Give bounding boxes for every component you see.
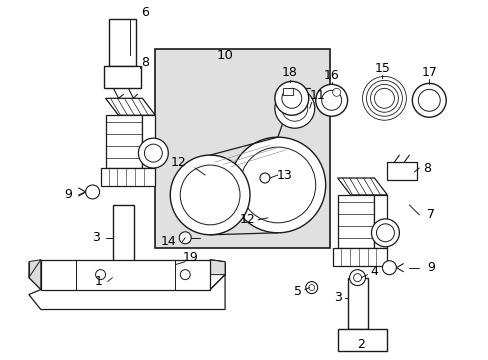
Polygon shape [337, 178, 386, 195]
Text: 19: 19 [182, 251, 198, 264]
Circle shape [376, 224, 394, 242]
Polygon shape [374, 195, 386, 248]
Circle shape [353, 274, 361, 282]
Bar [386, 162, 416, 180]
Text: 3: 3 [333, 291, 341, 304]
Polygon shape [337, 195, 374, 248]
Text: 11: 11 [309, 89, 325, 102]
Text: 5: 5 [293, 285, 301, 298]
Circle shape [417, 89, 439, 111]
Circle shape [349, 270, 365, 285]
Text: 9: 9 [64, 188, 73, 202]
Bar [108, 19, 136, 67]
Circle shape [308, 285, 314, 291]
Text: 7: 7 [427, 208, 434, 221]
Text: 10: 10 [216, 49, 233, 62]
Text: 8: 8 [423, 162, 430, 175]
Circle shape [281, 88, 301, 108]
Text: 3: 3 [91, 231, 100, 244]
Circle shape [240, 147, 315, 223]
Circle shape [382, 261, 396, 275]
Text: 13: 13 [276, 168, 292, 181]
Bar [103, 67, 141, 88]
Text: 14: 14 [160, 235, 176, 248]
Text: 1: 1 [95, 275, 102, 288]
Circle shape [170, 155, 249, 235]
Bar [332, 248, 386, 266]
Text: 2: 2 [357, 338, 365, 351]
Polygon shape [29, 260, 41, 289]
Circle shape [411, 84, 446, 117]
Bar [337, 329, 386, 351]
Bar [155, 49, 329, 248]
Circle shape [179, 232, 191, 244]
Polygon shape [142, 115, 155, 168]
Circle shape [371, 219, 399, 247]
Text: 12: 12 [170, 156, 186, 168]
Circle shape [260, 173, 269, 183]
Polygon shape [105, 115, 142, 168]
Text: 12: 12 [240, 213, 255, 226]
Text: 6: 6 [141, 6, 149, 19]
Circle shape [321, 90, 341, 110]
Circle shape [281, 95, 307, 121]
Circle shape [180, 270, 190, 280]
Text: 16: 16 [323, 69, 339, 82]
Circle shape [95, 270, 105, 280]
Text: 18: 18 [281, 66, 297, 79]
Circle shape [144, 144, 162, 162]
Circle shape [138, 138, 168, 168]
Bar [347, 278, 367, 329]
Polygon shape [210, 260, 224, 275]
Circle shape [229, 137, 325, 233]
Circle shape [274, 81, 308, 115]
Polygon shape [41, 260, 210, 289]
Circle shape [274, 88, 314, 128]
Circle shape [305, 282, 317, 293]
Text: 17: 17 [421, 66, 436, 79]
Text: 9: 9 [427, 261, 434, 274]
Polygon shape [105, 98, 155, 115]
Text: 8: 8 [141, 56, 149, 69]
Circle shape [332, 88, 340, 96]
Bar [282, 88, 292, 95]
Text: 4: 4 [370, 265, 378, 278]
Circle shape [180, 165, 240, 225]
Bar [101, 168, 155, 186]
Circle shape [85, 185, 100, 199]
Bar [112, 205, 134, 273]
Polygon shape [29, 275, 224, 310]
Circle shape [315, 84, 347, 116]
Text: 15: 15 [374, 62, 389, 75]
